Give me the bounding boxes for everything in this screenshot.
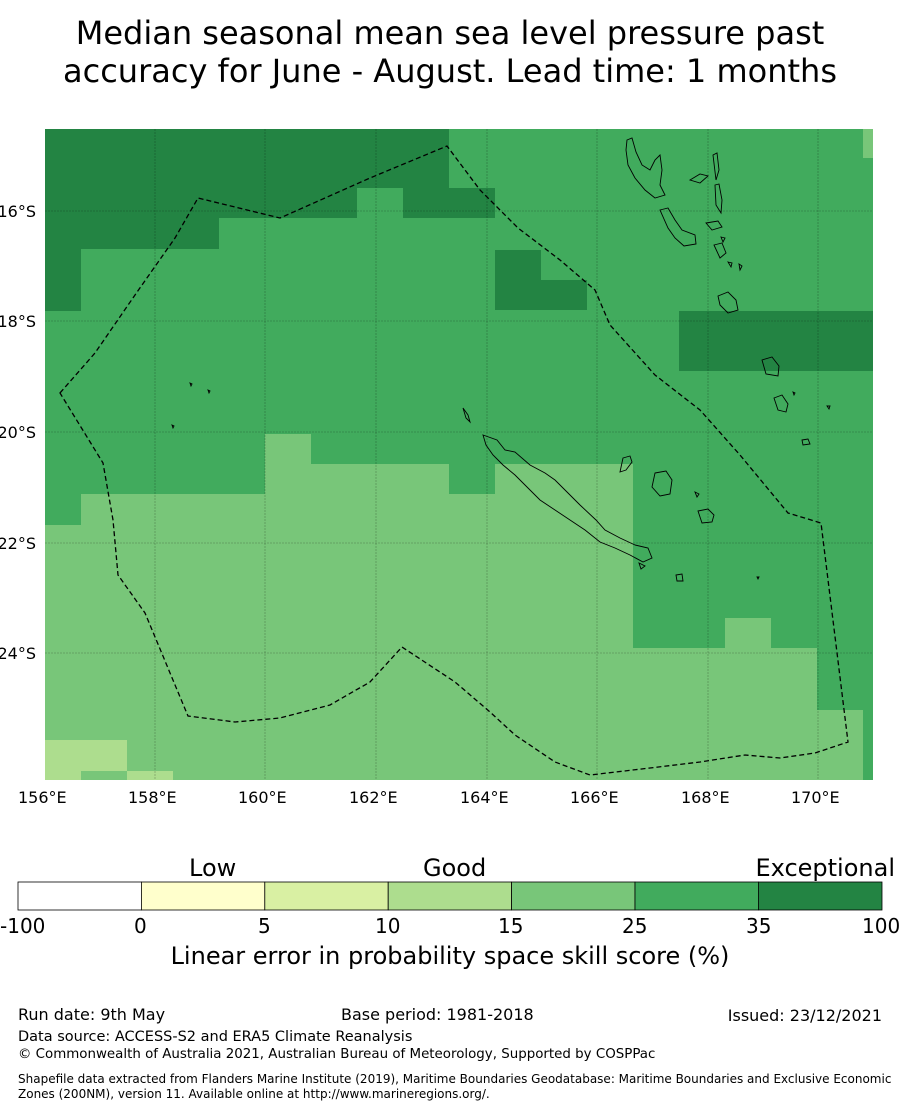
vanuatu-ambae: [688, 173, 709, 184]
lon-label-170e: 170°E: [791, 788, 840, 807]
legend-tick-35: 35: [746, 914, 772, 938]
base-period: Base period: 1981-2018: [341, 1005, 534, 1024]
lat-label-22s: 22°S: [0, 534, 36, 553]
walpole-island: [675, 573, 684, 582]
lon-label-160e: 160°E: [238, 788, 287, 807]
lat-label-18s: 18°S: [0, 312, 36, 331]
skill-region-35-100-mid2: [541, 280, 587, 310]
legend-tick-5: 5: [258, 914, 271, 938]
vanuatu-epi: [713, 242, 727, 259]
lat-label-24s: 24°S: [0, 644, 36, 663]
vanuatu-efate: [717, 291, 739, 314]
chesterfield-islets: [171, 382, 211, 430]
loyalty-lifou: [651, 470, 673, 497]
vanuatu-pentecost: [714, 183, 723, 215]
legend-category-low: Low: [189, 854, 237, 882]
vanuatu-maewo: [712, 152, 720, 181]
legend-swatch-35-100: [758, 881, 883, 911]
vanuatu-tanna: [773, 394, 789, 413]
skill-region-35-100-east: [679, 311, 873, 371]
vanuatu-espiritu-santo: [625, 137, 666, 199]
skill-region-35-100-mid: [495, 250, 541, 310]
lon-label-156e: 156°E: [18, 788, 67, 807]
vanuatu-aneityum: [801, 438, 811, 446]
legend-tick-100: 100: [862, 914, 900, 938]
run-date: Run date: 9th May: [18, 1005, 166, 1024]
lon-label-168e: 168°E: [681, 788, 730, 807]
skill-region-25-35: [45, 129, 873, 780]
loyalty-ouvea: [619, 455, 633, 473]
vanuatu-aniwa: [792, 391, 796, 397]
legend-swatch-below-0: [17, 881, 142, 911]
vanuatu-malekula: [659, 207, 697, 247]
skill-region-35-100-north: [45, 129, 495, 311]
legend-swatch-25-35: [634, 881, 759, 911]
loyalty-mare: [697, 508, 715, 524]
vanuatu-ambrym: [705, 220, 723, 231]
legend-colorbar: [17, 881, 883, 911]
legend-tick-0: 0: [134, 914, 147, 938]
eez-boundary: [59, 145, 849, 776]
lat-label-20s: 20°S: [0, 423, 36, 442]
legend-tick-10: 10: [375, 914, 401, 938]
legend-tick-minus100: -100: [0, 914, 46, 938]
tiga-island: [694, 491, 700, 498]
legend-swatch-10-15: [387, 881, 513, 911]
vanuatu-erromango: [761, 356, 780, 377]
skill-region-10-15-b: [45, 771, 81, 780]
copyright: © Commonwealth of Australia 2021, Austra…: [18, 1047, 656, 1062]
hunter-island: [756, 576, 760, 581]
coastlines: [171, 137, 831, 582]
legend-title: Linear error in probability space skill …: [170, 942, 730, 970]
data-source: Data source: ACCESS-S2 and ERA5 Climate …: [18, 1029, 413, 1045]
vanuatu-futuna: [826, 405, 831, 411]
legend-swatch-0-5: [140, 881, 266, 911]
title-line-2: accuracy for June - August. Lead time: 1…: [63, 52, 837, 90]
map-title: Median seasonal mean sea level pressure …: [0, 14, 900, 90]
lon-label-158e: 158°E: [128, 788, 177, 807]
legend-category-good: Good: [423, 854, 487, 882]
vanuatu-shepherd-islets: [720, 236, 743, 272]
legend-swatch-15-25: [511, 881, 636, 911]
skill-region-10-15-a: [45, 740, 127, 771]
map-gridlines: [45, 129, 873, 780]
new-caledonia-island: [482, 434, 653, 563]
legend-tick-15: 15: [498, 914, 524, 938]
skill-region-10-15-c: [127, 771, 173, 780]
legend-tick-25: 25: [622, 914, 648, 938]
lon-label-164e: 164°E: [460, 788, 509, 807]
title-line-1: Median seasonal mean sea level pressure …: [75, 14, 825, 52]
issued-date: Issued: 23/12/2021: [727, 1006, 882, 1025]
shapefile-credit: Shapefile data extracted from Flanders M…: [18, 1072, 892, 1101]
legend-category-exceptional: Exceptional: [755, 854, 896, 882]
legend-swatch-5-10: [264, 881, 389, 911]
lat-label-16s: 16°S: [0, 202, 36, 221]
belep-islands: [462, 407, 471, 424]
lon-label-162e: 162°E: [349, 788, 398, 807]
skill-grid-cells: [45, 129, 873, 780]
isle-of-pines: [638, 562, 646, 570]
lon-label-166e: 166°E: [570, 788, 619, 807]
